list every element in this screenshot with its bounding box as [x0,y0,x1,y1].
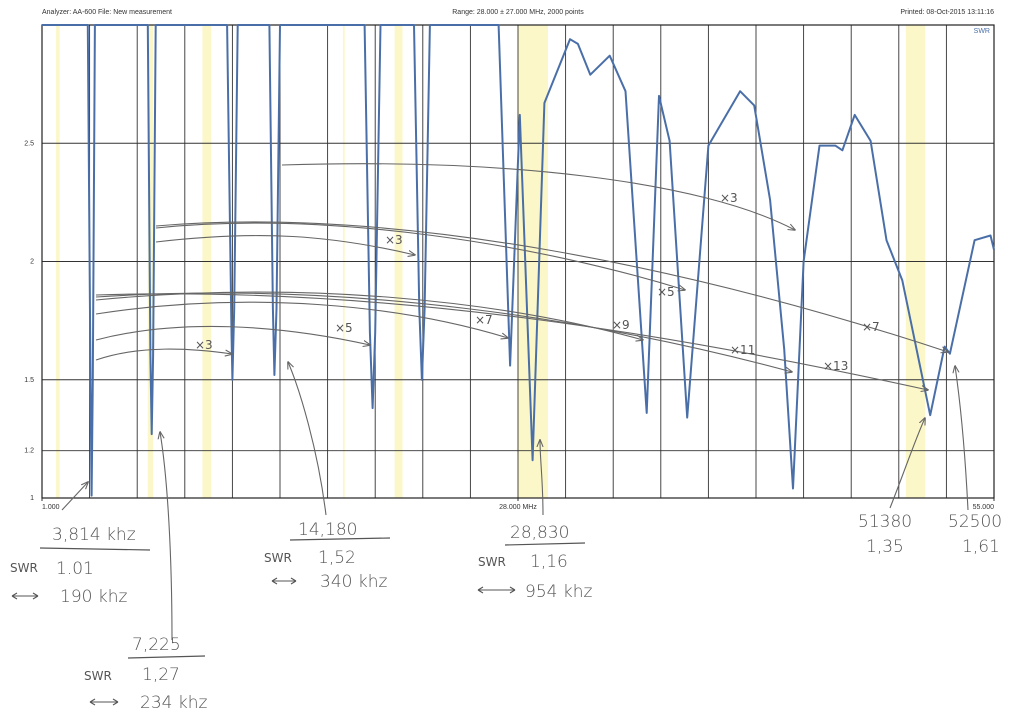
harmonic-label: ×13 [823,359,848,373]
harmonic-label: ×3 [385,233,403,247]
annotation-swr: 1.01 [56,559,94,579]
annotation-swr: 1,61 [962,537,1000,557]
harmonic-label: ×7 [475,313,493,327]
y-tick-label: 2 [30,259,34,266]
harmonic-label: ×3 [195,338,213,352]
annotation-swr-label: SWR [478,555,506,569]
y-tick-label: 2.5 [24,140,34,147]
annotation-width: 340 khz [320,572,387,592]
harmonic-label: ×5 [335,321,353,335]
annotation-freq: 14,180 [298,520,357,540]
x-tick-label: 55.000 [973,504,995,511]
annotation-freq: 52500 [948,512,1002,532]
annotation-width: 954 khz [525,582,592,602]
harmonic-label: ×5 [657,285,675,299]
y-label: SWR [974,28,990,35]
grid [41,25,995,501]
annotation-swr: 1,16 [530,552,568,572]
annotation-swr-label: SWR [10,561,38,575]
harmonic-label: ×3 [720,191,738,205]
annotation-arrows [61,163,969,641]
harmonic-label: ×11 [730,343,755,357]
width-arrows [11,577,516,706]
y-tick-label: 1.2 [24,448,34,455]
y-tick-label: 1.5 [24,377,34,384]
annotation-freq: 28,830 [510,523,569,543]
annotation-swr: 1,27 [142,665,180,685]
x-tick-label: 1.000 [42,504,60,511]
header-center: Range: 28.000 ± 27.000 MHz, 2000 points [452,9,584,16]
header-right: Printed: 08-Oct-2015 13:11:16 [900,9,994,16]
harmonic-label: ×9 [612,318,630,332]
harmonic-label: ×7 [862,320,880,334]
y-tick-label: 1 [30,495,34,502]
annotation-swr: 1,35 [866,537,904,557]
x-tick-label: 28.000 MHz [499,504,537,511]
annotation-swr: 1,52 [318,548,356,568]
annotation-width: 190 khz [60,587,127,607]
annotation-lines [39,537,586,659]
swr-line [42,24,995,497]
header-left: Analyzer: AA-600 File: New measurement [42,9,172,16]
plot [42,24,995,497]
annotation-swr-label: SWR [264,551,292,565]
plot-frame [41,24,995,499]
annotation-freq: 51380 [858,512,912,532]
annotation-freq: 7,225 [132,635,181,655]
annotation-swr-label: SWR [84,669,112,683]
annotation-freq: 3,814 khz [52,525,136,545]
annotation-width: 234 khz [140,693,207,713]
